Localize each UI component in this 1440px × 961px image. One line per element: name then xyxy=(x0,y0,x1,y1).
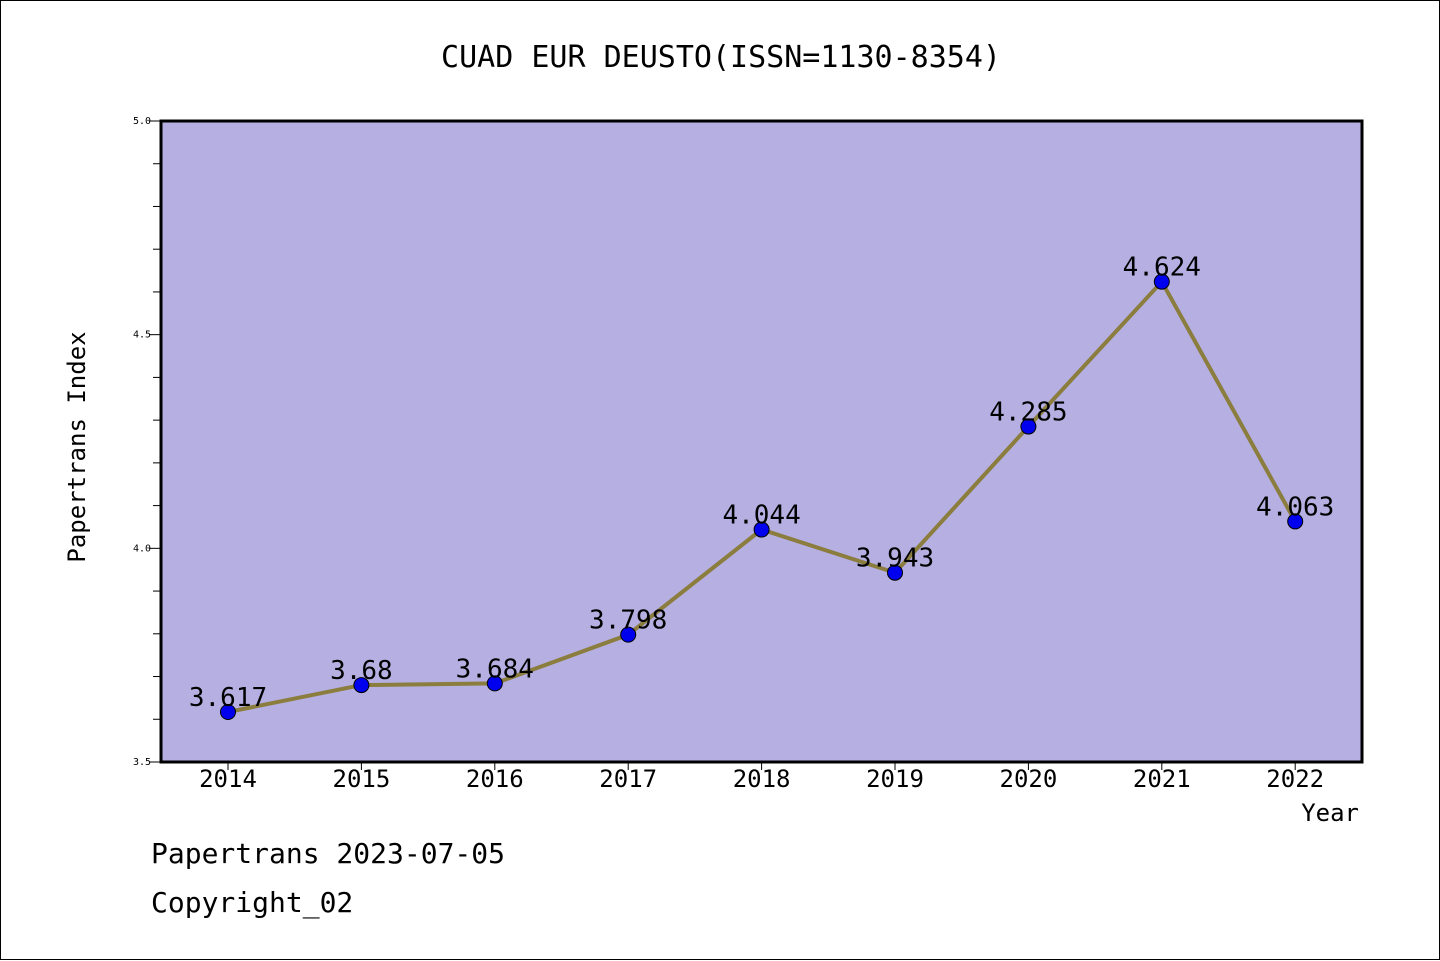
chart-title: CUAD EUR DEUSTO(ISSN=1130-8354) xyxy=(441,40,1001,75)
data-point xyxy=(353,677,370,694)
data-point xyxy=(753,521,770,538)
data-label: 3.943 xyxy=(856,544,934,574)
y-tick-label: 4.0 xyxy=(133,543,151,554)
data-label: 4.624 xyxy=(1123,253,1201,283)
x-tick-label: 2014 xyxy=(199,765,257,793)
footer-copyright-text: Copyright_02 xyxy=(151,886,354,919)
x-tick-label: 2018 xyxy=(733,765,791,793)
y-tick-label: 4.5 xyxy=(133,330,151,341)
x-tick-label: 2020 xyxy=(1000,765,1058,793)
data-label: 4.044 xyxy=(722,501,800,531)
x-tick-label: 2016 xyxy=(466,765,524,793)
y-tick-label: 3.5 xyxy=(133,757,151,768)
data-label: 3.798 xyxy=(589,606,667,636)
data-label: 3.684 xyxy=(456,654,534,684)
data-point xyxy=(1153,273,1170,290)
data-markers xyxy=(220,273,1304,721)
data-label: 4.285 xyxy=(989,398,1067,428)
x-axis: 2014 2015 2016 2017 2018 2019 2020 2021 2022 xyxy=(199,762,1324,793)
y-axis-title: Papertrans Index xyxy=(63,331,91,562)
x-tick-label: 2022 xyxy=(1266,765,1324,793)
data-point xyxy=(486,675,503,692)
x-tick-label: 2015 xyxy=(333,765,391,793)
data-label: 3.617 xyxy=(189,683,267,713)
y-tick-label: 5.0 xyxy=(133,116,151,127)
data-point xyxy=(887,564,903,581)
data-labels: 3.617 3.68 3.684 3.798 4.044 3.943 4.285 4.624 4… xyxy=(189,253,1334,713)
x-tick-label: 2017 xyxy=(599,765,657,793)
x-tick-label: 2019 xyxy=(866,765,924,793)
data-label: 4.063 xyxy=(1256,492,1334,522)
footer-date-text: Papertrans 2023-07-05 xyxy=(151,837,506,870)
x-tick-label: 2021 xyxy=(1133,765,1191,793)
data-point xyxy=(220,704,236,721)
data-point xyxy=(620,626,637,643)
data-point xyxy=(1020,418,1037,435)
x-axis-title: Year xyxy=(1301,799,1359,827)
plot-area xyxy=(159,119,1364,764)
data-label: 3.68 xyxy=(330,656,393,686)
y-axis: 3.5 4.0 4.5 5.0 xyxy=(133,116,161,768)
data-point xyxy=(1287,513,1304,530)
